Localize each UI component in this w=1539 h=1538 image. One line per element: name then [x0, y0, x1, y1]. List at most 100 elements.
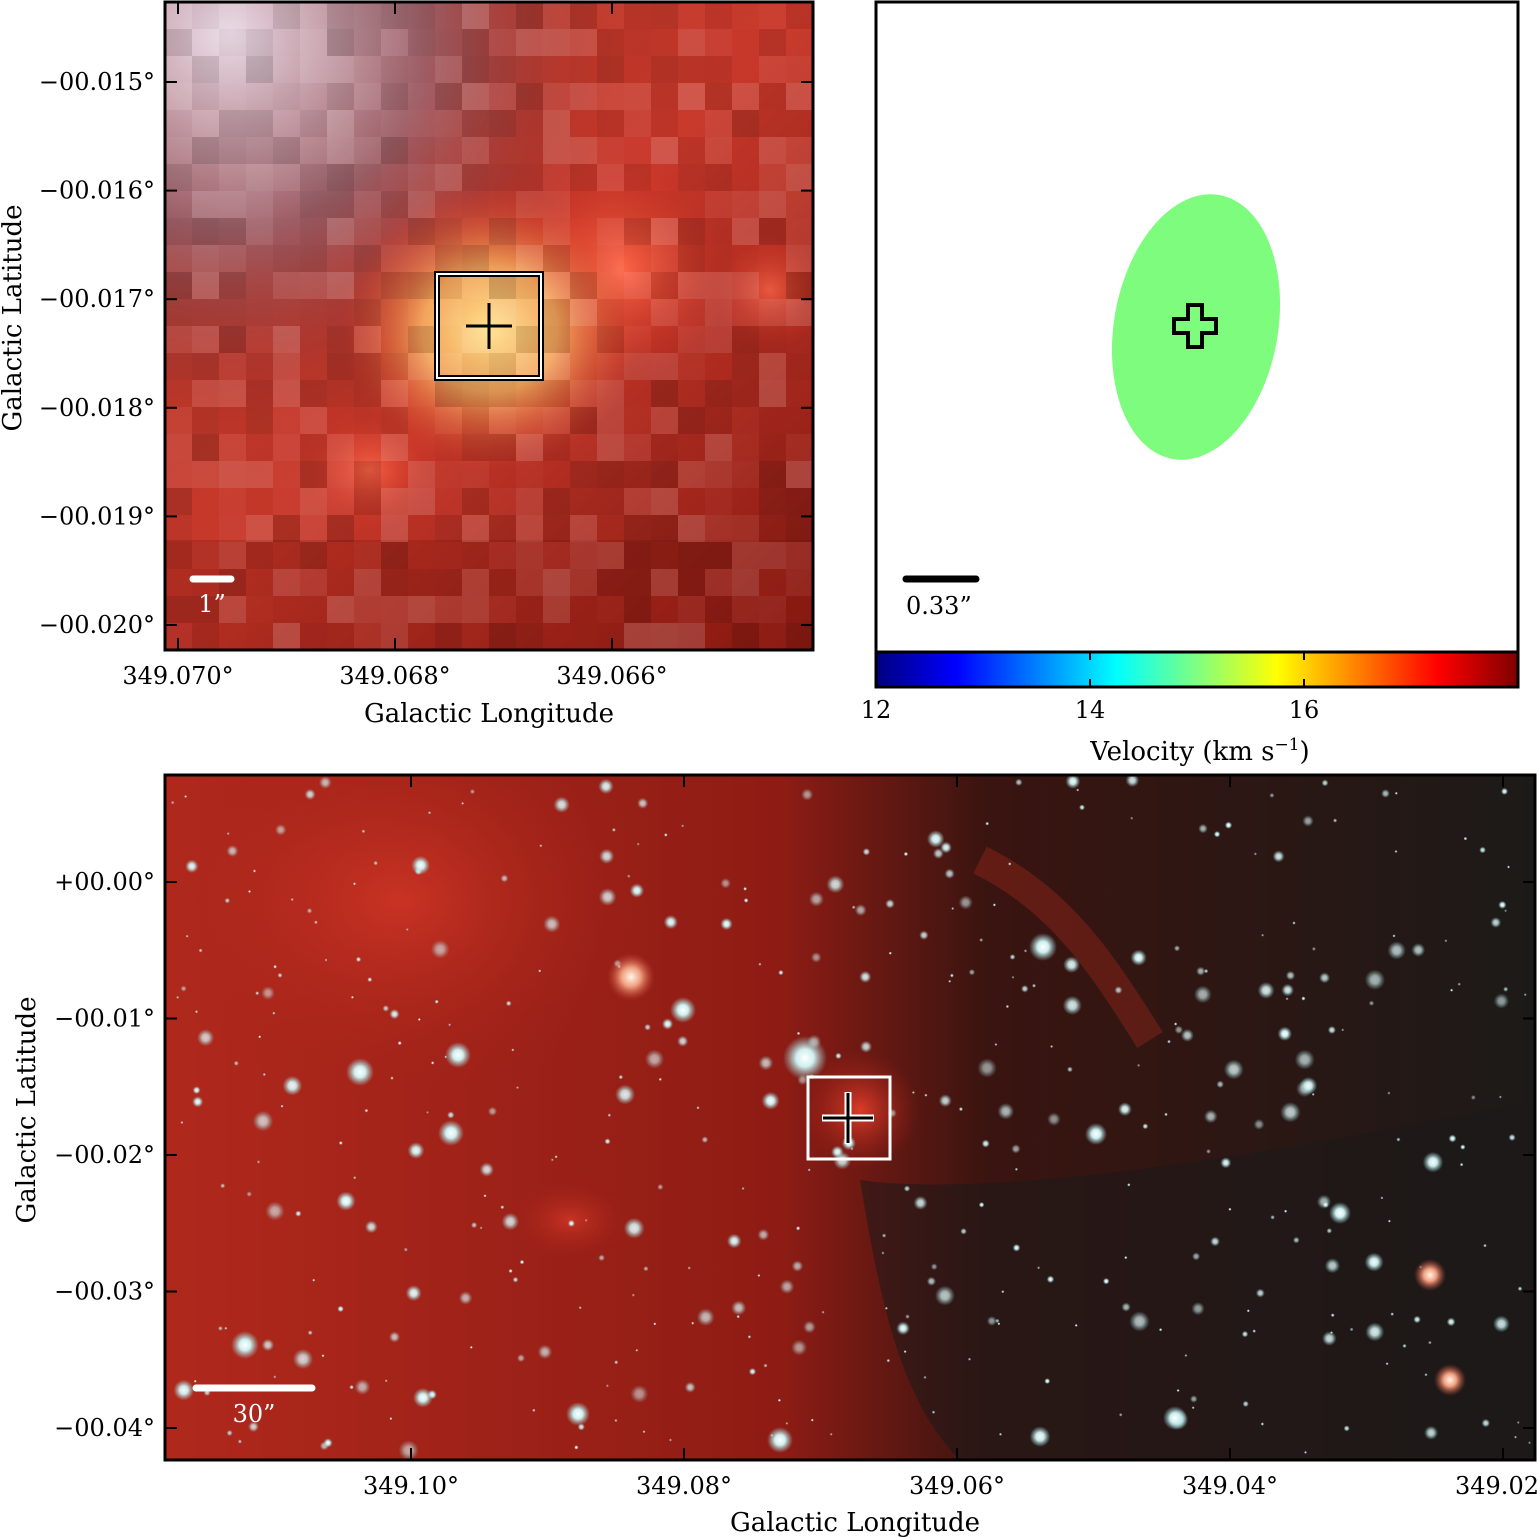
star: [554, 1155, 558, 1159]
image-pixel: [678, 218, 705, 245]
image-pixel: [543, 542, 570, 569]
star: [614, 1418, 618, 1423]
star: [274, 824, 287, 836]
star: [1302, 815, 1314, 827]
image-pixel: [624, 218, 651, 245]
image-pixel: [327, 245, 354, 272]
image-pixel: [597, 110, 624, 137]
star: [1493, 993, 1510, 1009]
star: [1246, 1309, 1250, 1313]
image-pixel: [219, 272, 246, 299]
bright-star: [670, 997, 696, 1023]
image-pixel: [300, 191, 327, 218]
image-pixel: [327, 569, 354, 596]
image-pixel: [219, 380, 246, 407]
source-box-inner: [436, 273, 542, 379]
star: [826, 875, 845, 894]
image-pixel: [759, 56, 786, 83]
image-pixel: [705, 515, 732, 542]
image-pixel: [651, 83, 678, 110]
image-pixel: [435, 191, 462, 218]
star: [337, 1305, 344, 1313]
image-pixel: [489, 569, 516, 596]
image-pixel: [543, 515, 570, 542]
star: [550, 1158, 554, 1162]
image-pixel: [300, 272, 327, 299]
image-pixel: [489, 407, 516, 434]
star: [801, 788, 814, 801]
image-pixel: [435, 245, 462, 272]
image-pixel: [786, 83, 813, 110]
star: [881, 1251, 885, 1255]
image-pixel: [165, 218, 192, 245]
star: [500, 874, 509, 883]
star: [661, 1018, 674, 1030]
image-pixel: [165, 137, 192, 164]
star: [176, 995, 180, 1000]
image-pixel: [651, 299, 678, 326]
image-pixel: [300, 110, 327, 137]
x-tick-label: 349.06°: [909, 1472, 1005, 1500]
star: [1396, 1137, 1401, 1142]
image-pixel: [543, 29, 570, 56]
image-pixel: [732, 488, 759, 515]
star: [434, 999, 439, 1004]
image-pixel: [165, 56, 192, 83]
image-pixel: [489, 83, 516, 110]
image-pixel: [381, 83, 408, 110]
image-pixel: [597, 353, 624, 380]
image-pixel: [489, 164, 516, 191]
star: [1223, 1059, 1244, 1080]
image-pixel: [786, 164, 813, 191]
star: [262, 1072, 266, 1077]
image-pixel: [705, 353, 732, 380]
star: [1137, 1063, 1141, 1067]
image-pixel: [786, 299, 813, 326]
star: [1390, 1312, 1394, 1316]
star: [407, 1142, 425, 1159]
image-pixel: [543, 2, 570, 29]
image-pixel: [462, 83, 489, 110]
image-pixel: [435, 2, 462, 29]
image-pixel: [732, 434, 759, 461]
star: [1196, 966, 1206, 976]
scale-bar-label: 0.33”: [906, 592, 972, 620]
star: [1463, 836, 1468, 841]
image-pixel: [327, 515, 354, 542]
star: [1220, 1157, 1232, 1169]
star: [785, 1421, 789, 1425]
star: [353, 882, 356, 886]
star: [324, 958, 328, 962]
star: [903, 1350, 907, 1354]
star: [1293, 1236, 1300, 1244]
star: [430, 939, 450, 959]
image-pixel: [327, 191, 354, 218]
star: [696, 1308, 715, 1327]
star: [1032, 983, 1036, 988]
star: [1304, 1450, 1307, 1454]
star: [198, 948, 203, 953]
image-pixel: [786, 380, 813, 407]
image-pixel: [408, 461, 435, 488]
image-pixel: [165, 461, 192, 488]
image-pixel: [354, 380, 381, 407]
star: [607, 1113, 612, 1117]
image-pixel: [300, 137, 327, 164]
star: [1029, 1426, 1051, 1447]
star: [364, 1220, 378, 1234]
image-pixel: [192, 461, 219, 488]
image-pixel: [408, 218, 435, 245]
image-pixel: [678, 542, 705, 569]
image-pixel: [381, 218, 408, 245]
star: [1206, 1149, 1211, 1154]
star: [461, 801, 465, 805]
image-pixel: [219, 218, 246, 245]
star: [940, 841, 952, 854]
star: [1299, 1076, 1318, 1095]
image-pixel: [300, 515, 327, 542]
star: [821, 1310, 825, 1314]
image-pixel: [435, 623, 462, 650]
star: [312, 1278, 316, 1282]
star: [384, 1379, 388, 1383]
star: [314, 920, 318, 925]
